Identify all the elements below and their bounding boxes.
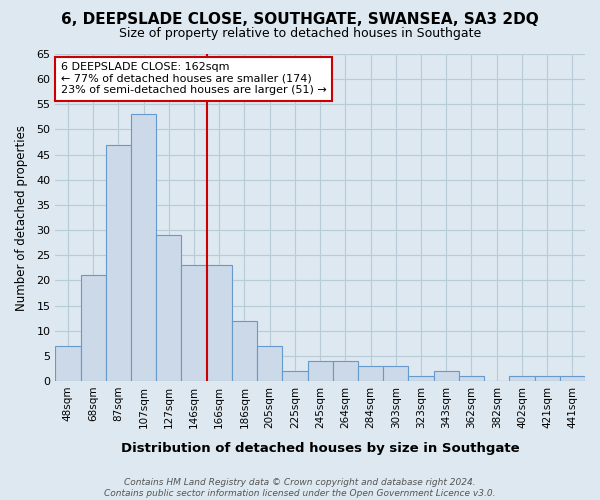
- Bar: [434, 371, 459, 381]
- Bar: [459, 376, 484, 381]
- Text: Contains HM Land Registry data © Crown copyright and database right 2024.
Contai: Contains HM Land Registry data © Crown c…: [104, 478, 496, 498]
- Bar: [383, 366, 409, 381]
- Bar: [181, 266, 206, 381]
- Bar: [106, 144, 131, 381]
- Bar: [333, 361, 358, 381]
- Bar: [509, 376, 535, 381]
- Bar: [560, 376, 585, 381]
- X-axis label: Distribution of detached houses by size in Southgate: Distribution of detached houses by size …: [121, 442, 520, 455]
- Bar: [156, 235, 181, 381]
- Bar: [131, 114, 156, 381]
- Bar: [535, 376, 560, 381]
- Bar: [80, 276, 106, 381]
- Bar: [283, 371, 308, 381]
- Text: Size of property relative to detached houses in Southgate: Size of property relative to detached ho…: [119, 28, 481, 40]
- Text: 6 DEEPSLADE CLOSE: 162sqm
← 77% of detached houses are smaller (174)
23% of semi: 6 DEEPSLADE CLOSE: 162sqm ← 77% of detac…: [61, 62, 326, 96]
- Bar: [358, 366, 383, 381]
- Text: 6, DEEPSLADE CLOSE, SOUTHGATE, SWANSEA, SA3 2DQ: 6, DEEPSLADE CLOSE, SOUTHGATE, SWANSEA, …: [61, 12, 539, 28]
- Bar: [409, 376, 434, 381]
- Bar: [232, 320, 257, 381]
- Bar: [206, 266, 232, 381]
- Y-axis label: Number of detached properties: Number of detached properties: [15, 124, 28, 310]
- Bar: [55, 346, 80, 381]
- Bar: [308, 361, 333, 381]
- Bar: [257, 346, 283, 381]
